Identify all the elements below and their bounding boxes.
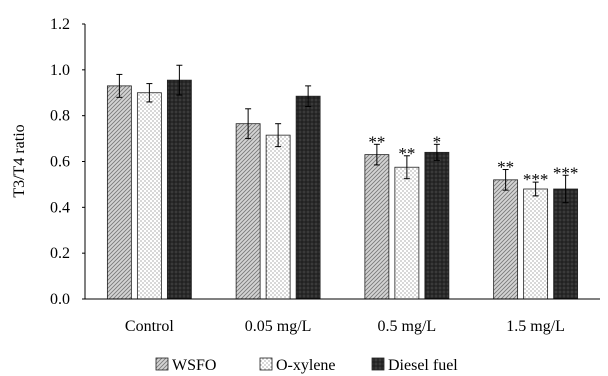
- significance-marker: **: [398, 144, 415, 163]
- x-axis-ticks: Control 0.05 mg/L 0.5 mg/L 1.5 mg/L: [125, 318, 565, 335]
- bar-wsfo: [493, 179, 519, 300]
- legend-swatch: [155, 357, 169, 371]
- bar-diesel-fuel: [424, 151, 450, 300]
- significance-marker: *: [433, 132, 442, 151]
- bar-wsfo: [364, 154, 390, 300]
- y-axis-ticks: 0.0 0.2 0.4 0.6 0.8 1.0 1.2: [50, 16, 85, 308]
- y-tick-label: 1.0: [50, 62, 70, 79]
- x-tick-label: 0.05 mg/L: [245, 318, 312, 335]
- significance-marker: ***: [553, 163, 579, 182]
- significance-marker: **: [368, 132, 385, 151]
- y-tick-label: 0.8: [50, 108, 70, 125]
- bar-diesel-fuel: [295, 95, 321, 300]
- x-tick-label: 0.5 mg/L: [378, 318, 437, 335]
- y-tick-label: 1.2: [50, 16, 70, 33]
- legend-label: O-xylene: [276, 357, 336, 374]
- bars-group: ********** ***: [106, 64, 579, 300]
- legend-swatch: [259, 357, 273, 371]
- x-tick-label: 1.5 mg/L: [506, 318, 565, 335]
- significance-marker: **: [497, 158, 514, 177]
- bar-diesel-fuel: [553, 188, 579, 300]
- y-tick-label: 0.4: [50, 199, 70, 216]
- bar-o-xylene: [265, 134, 291, 300]
- bar-o-xylene: [394, 166, 420, 300]
- bar-diesel-fuel: [166, 79, 192, 300]
- y-tick-label: 0.0: [50, 291, 70, 308]
- y-tick-label: 0.2: [50, 245, 70, 262]
- legend-label: Diesel fuel: [388, 357, 458, 374]
- legend-label: WSFO: [172, 357, 216, 374]
- y-axis-label: T3/T4 ratio: [11, 124, 28, 197]
- bar-wsfo: [106, 85, 132, 300]
- bar-o-xylene: [523, 188, 549, 300]
- bar-o-xylene: [136, 92, 162, 300]
- legend: WSFO O-xylene Diesel fuel: [155, 357, 458, 374]
- y-tick-label: 0.6: [50, 154, 70, 171]
- legend-swatch: [371, 357, 385, 371]
- bar-wsfo: [235, 123, 261, 300]
- significance-marker: ***: [523, 170, 549, 189]
- x-tick-label: Control: [125, 318, 174, 335]
